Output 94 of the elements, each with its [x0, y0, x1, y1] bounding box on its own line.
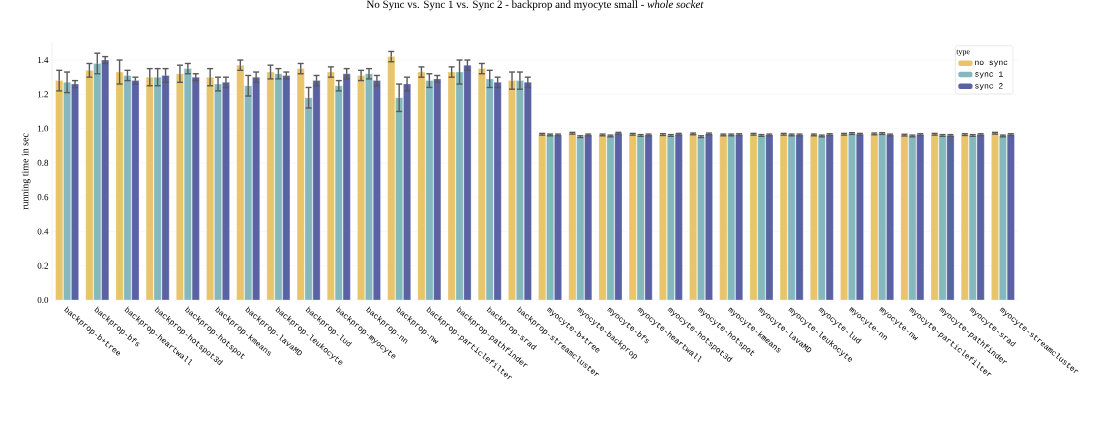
bar — [968, 135, 977, 300]
bar — [719, 134, 728, 300]
bar — [433, 78, 442, 300]
bar — [870, 133, 879, 300]
bar — [123, 75, 132, 300]
bar — [184, 68, 192, 300]
bar — [463, 65, 472, 300]
bar — [810, 134, 818, 300]
bar — [395, 97, 403, 300]
bar — [296, 68, 305, 300]
bar — [508, 80, 516, 300]
bar — [779, 134, 788, 300]
bar — [727, 134, 736, 300]
bar — [659, 134, 667, 300]
bar — [568, 133, 577, 300]
bar — [938, 135, 947, 300]
bar — [206, 77, 214, 300]
bar — [705, 133, 713, 300]
bar — [455, 71, 464, 300]
bar — [222, 82, 230, 300]
bar — [689, 133, 697, 300]
chart-title: No Sync vs. Sync 1 vs. Sync 2 - backprop and myocyte small - whole socket — [366, 0, 704, 11]
bar — [840, 134, 848, 300]
bar — [644, 134, 653, 300]
bar — [546, 134, 554, 300]
bar — [848, 133, 856, 300]
bar — [252, 77, 260, 300]
bar — [787, 134, 796, 300]
bar — [176, 73, 184, 300]
bar — [191, 77, 200, 300]
y-tick-label: 1.0 — [38, 125, 49, 132]
bar — [93, 63, 102, 300]
bar — [825, 134, 834, 300]
bar — [667, 135, 675, 300]
bar — [538, 134, 546, 300]
y-tick-label: 1.2 — [38, 91, 48, 98]
bar — [485, 78, 494, 300]
bar — [886, 134, 894, 300]
bar — [145, 77, 154, 300]
bar — [365, 73, 373, 300]
bar — [878, 133, 886, 300]
bar — [334, 85, 343, 300]
bar — [795, 134, 804, 300]
y-tick-label: 0.8 — [37, 159, 49, 166]
bar — [614, 133, 623, 300]
bar — [85, 70, 94, 300]
bar — [908, 135, 917, 300]
bar — [765, 134, 774, 300]
bar — [817, 135, 826, 300]
bar — [115, 71, 124, 300]
bar — [357, 75, 365, 300]
bar — [554, 134, 562, 300]
bar — [674, 134, 683, 300]
bar — [584, 134, 592, 300]
bar — [342, 73, 351, 300]
bar — [856, 134, 864, 300]
bar — [312, 80, 321, 300]
y-tick-label: 0.4 — [37, 228, 49, 235]
y-tick-label: 1.4 — [38, 57, 49, 64]
bar — [1007, 134, 1015, 300]
bar — [417, 71, 426, 300]
bar — [916, 134, 925, 300]
bar — [991, 133, 999, 300]
bar — [373, 80, 381, 300]
bar — [327, 71, 335, 300]
bar — [161, 75, 170, 300]
bar — [516, 80, 524, 300]
bar — [55, 80, 63, 300]
bar — [946, 135, 955, 300]
bar — [524, 82, 532, 300]
bar — [304, 97, 313, 300]
y-axis-title: running time in sec — [21, 133, 31, 210]
bar — [757, 135, 766, 300]
bar — [71, 83, 79, 300]
bar — [961, 134, 969, 300]
bar — [999, 135, 1007, 300]
bar — [576, 136, 585, 300]
y-tick-label: 0.6 — [37, 194, 49, 201]
bar — [628, 134, 637, 300]
bar — [900, 134, 909, 300]
bar — [101, 59, 109, 300]
bar — [598, 134, 607, 300]
bar — [606, 135, 615, 300]
bar — [403, 83, 411, 300]
bar — [735, 134, 743, 300]
bar — [63, 82, 71, 300]
bar — [387, 56, 396, 300]
bar — [749, 134, 758, 300]
bar — [697, 136, 705, 300]
y-tick-label: 0.0 — [37, 296, 49, 304]
bar — [478, 68, 486, 300]
bar — [244, 85, 253, 300]
y-tick-label: 0.2 — [37, 262, 48, 269]
bar — [214, 83, 222, 300]
